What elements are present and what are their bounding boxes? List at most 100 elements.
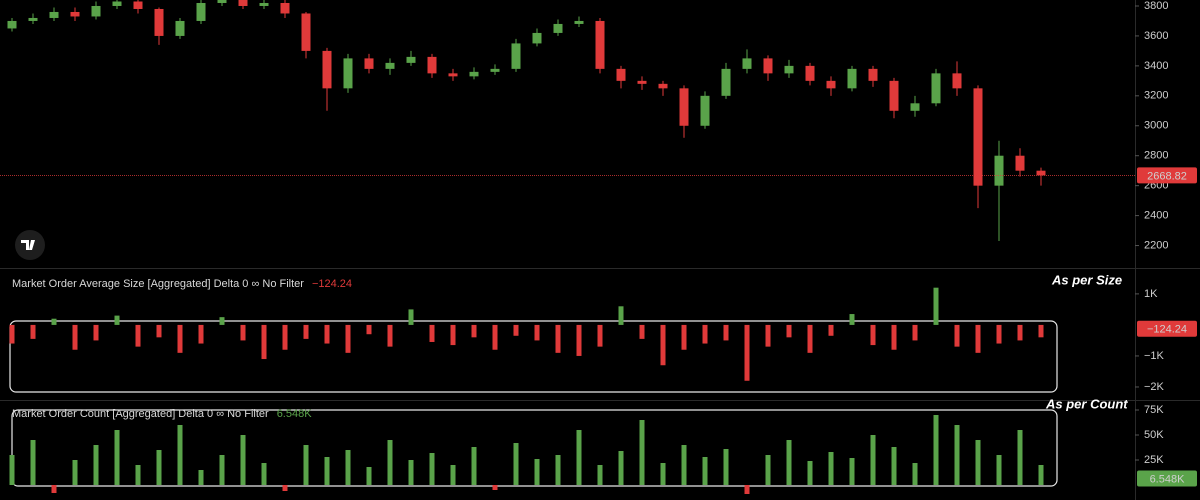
bar [702,457,708,485]
bar [93,445,99,485]
bar [681,445,687,485]
candle-body [259,2,269,6]
bar [1038,324,1044,338]
candle-body [931,73,941,104]
bar [198,470,204,485]
y-tick-label: 3200 [1144,90,1168,102]
bar [975,440,981,485]
y-tick-label: 75K [1144,404,1164,416]
bar [597,324,603,347]
bar [429,453,435,485]
candle-body [49,11,59,18]
y-tick-label: 2800 [1144,150,1168,162]
candle-body [742,58,752,69]
bar [870,324,876,346]
bar [765,455,771,485]
y-tick-label: 3800 [1144,0,1168,12]
bar [450,465,456,485]
bar [219,317,225,325]
bar [51,318,57,325]
bar [933,287,939,325]
bar [723,324,729,341]
bar [597,465,603,485]
candle-body [784,65,794,74]
bar [912,324,918,341]
bar [261,463,267,485]
y-tick-label: −1K [1144,350,1165,362]
y-tick-label: 2200 [1144,239,1168,251]
bar [786,324,792,338]
bar [681,324,687,350]
bar [366,467,372,485]
bar [849,458,855,485]
y-tick-label: 3000 [1144,120,1168,132]
candle-body [196,2,206,21]
bar [114,315,120,325]
bar [723,449,729,485]
y-tick-label: 1K [1144,288,1158,300]
bar [807,324,813,353]
bar [261,324,267,360]
candle-body [280,2,290,14]
candle-body [406,56,416,63]
bar [513,443,519,485]
pane-title: Market Order Average Size [Aggregated] D… [12,278,352,290]
bar [219,455,225,485]
bar [72,460,78,485]
candle-body [427,56,437,74]
bar [954,425,960,485]
bar [1038,465,1044,485]
bar [177,425,183,485]
bar [513,324,519,336]
value-tag-label: 6.548K [1150,473,1186,485]
bar [996,324,1002,344]
candle-body [238,0,248,6]
bar [828,452,834,485]
candle-body [826,80,836,89]
value-tag-label: −124.24 [1147,324,1187,336]
candle-body [973,88,983,186]
candle-body [910,103,920,111]
bar [576,324,582,356]
bar [639,420,645,485]
bar [9,455,15,485]
y-tick-label: 50K [1144,429,1164,441]
annotation: As per Size [1051,272,1122,287]
bar [303,324,309,339]
bar [366,324,372,335]
candle-body [700,95,710,126]
bar [849,314,855,325]
bar [975,324,981,353]
candle-body [952,73,962,89]
bar [534,324,540,341]
bar [891,324,897,350]
bar [870,435,876,485]
bar [30,324,36,339]
y-tick-label: 25K [1144,454,1164,466]
bar [450,324,456,346]
bar [387,440,393,485]
bar [93,324,99,341]
bar [1017,430,1023,485]
candle-body [217,0,227,3]
bar [576,430,582,485]
candle-body [595,20,605,69]
bar [282,485,288,491]
candle-body [7,20,17,29]
bar [324,457,330,485]
candle-body [553,23,563,33]
candle-body [532,32,542,44]
candle-body [574,20,584,24]
candle-body [112,1,122,6]
tv-logo [15,230,45,260]
bar [534,459,540,485]
y-tick-label: 2400 [1144,210,1168,222]
candle-body [1015,155,1025,171]
pane-value: 6.548K [277,408,313,420]
pane-title: Market Order Count [Aggregated] Delta 0 … [12,408,312,420]
bar [135,324,141,347]
bar [555,455,561,485]
bar [555,324,561,353]
candle-body [448,73,458,77]
